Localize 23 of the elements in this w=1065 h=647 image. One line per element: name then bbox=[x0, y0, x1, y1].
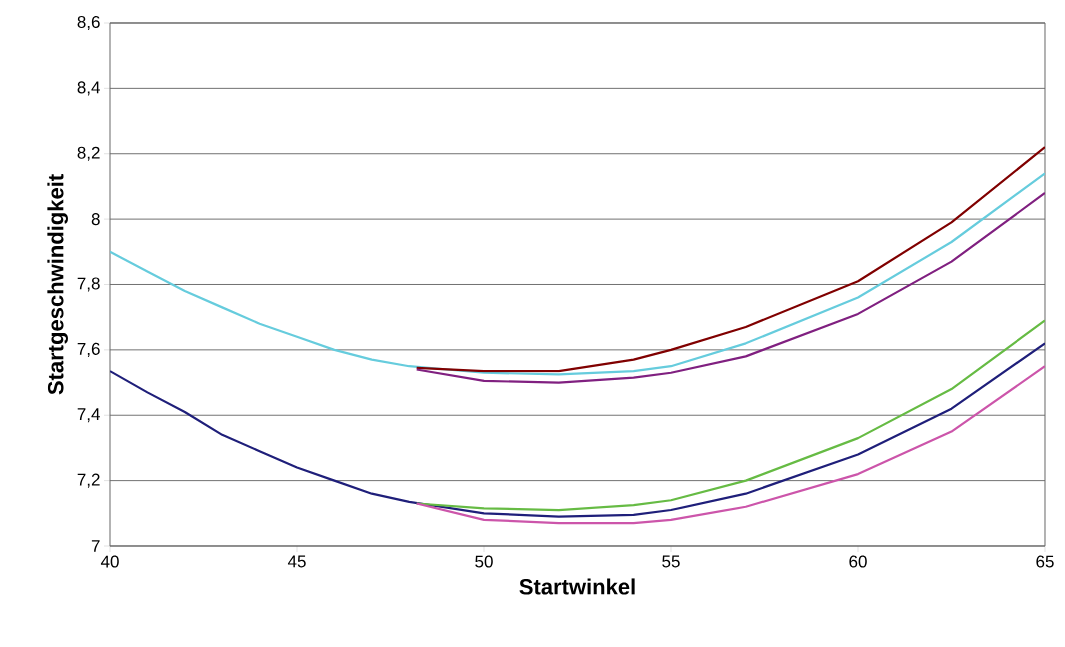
y-tick-label: 8 bbox=[91, 213, 100, 226]
y-tick-label: 8,4 bbox=[77, 81, 100, 96]
x-tick-label: 45 bbox=[287, 555, 306, 568]
line-series bbox=[110, 342, 1045, 518]
y-tick-label: 7,8 bbox=[77, 277, 100, 292]
y-tick-label: 7 bbox=[91, 540, 100, 552]
y-axis-title: Startgeschwindigkeit bbox=[47, 174, 68, 395]
x-tick-label: 50 bbox=[475, 555, 493, 568]
x-tick-label: 65 bbox=[1036, 555, 1054, 568]
x-tick-label: 55 bbox=[662, 555, 680, 568]
line-series bbox=[415, 319, 1045, 512]
x-tick-label: 60 bbox=[849, 555, 867, 568]
line-series bbox=[415, 365, 1045, 525]
line-series bbox=[415, 146, 1045, 373]
y-tick-label: 8,2 bbox=[77, 146, 100, 161]
line-series bbox=[415, 191, 1045, 384]
y-tick-label: 7,6 bbox=[77, 342, 100, 357]
y-tick-label: 7,4 bbox=[77, 408, 100, 423]
x-tick-label: 40 bbox=[100, 555, 119, 568]
x-axis-title: Startwinkel bbox=[519, 578, 635, 595]
line-series bbox=[110, 172, 1045, 376]
y-tick-label: 8,6 bbox=[77, 15, 100, 31]
y-tick-label: 7,2 bbox=[77, 473, 100, 488]
